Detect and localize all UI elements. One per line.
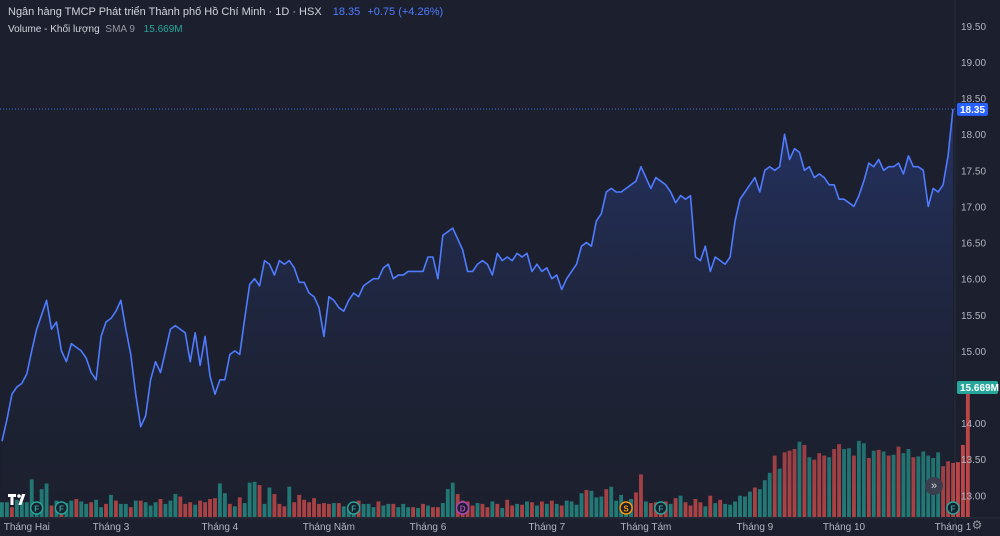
event-marker (619, 501, 633, 515)
volume-legend-indicator: SMA 9 (105, 24, 135, 35)
price-badge-label: 18.35 (960, 105, 985, 116)
y-tick-label: 17.00 (961, 202, 986, 213)
event-marker (347, 501, 361, 515)
volume-bar (956, 462, 960, 517)
event-marker (654, 501, 668, 515)
event-marker (455, 501, 470, 515)
volume-legend-value: 15.669M (143, 24, 183, 35)
y-tick-label: 18.00 (961, 130, 986, 141)
event-marker-label: S (623, 505, 629, 514)
y-tick-label: 17.50 (961, 166, 986, 177)
y-tick-label: 19.00 (961, 58, 986, 69)
price-change: +0.75 (+4.26%) (367, 6, 444, 18)
event-marker-label: F (658, 505, 663, 514)
symbol-title: Ngân hàng TMCP Phát triển Thành phố Hồ C… (8, 6, 322, 18)
event-marker-label: F (951, 505, 956, 514)
x-tick-label: Tháng Hai (4, 522, 50, 533)
x-tick-label: Tháng 7 (528, 522, 565, 533)
event-marker (946, 501, 960, 515)
tradingview-logo-icon[interactable] (7, 492, 29, 508)
volume-bar (965, 386, 970, 517)
volume-badge (957, 381, 998, 394)
y-tick-label: 13.00 (961, 491, 986, 502)
price-area (2, 108, 953, 517)
y-tick-label: 15.00 (961, 347, 986, 358)
last-price: 18.35 (332, 6, 361, 18)
price-badge (957, 102, 988, 116)
event-marker-label: F (34, 505, 39, 514)
volume-badge-label: 15.669M (960, 383, 999, 394)
y-tick-label: 13.50 (961, 455, 986, 466)
volume-legend-label: Volume - Khối lượng (8, 24, 100, 35)
event-marker-label: F (351, 505, 356, 514)
gear-icon[interactable]: ⚙ (971, 518, 983, 532)
y-tick-label: 16.00 (961, 275, 986, 286)
event-marker (30, 501, 44, 515)
x-tick-label: Tháng 6 (410, 522, 447, 533)
y-tick-label: 15.50 (961, 311, 986, 322)
x-tick-label: Tháng Tám (620, 522, 671, 533)
symbol-legend: Ngân hàng TMCP Phát triển Thành phố Hồ C… (8, 6, 443, 18)
y-tick-label: 14.00 (961, 419, 986, 430)
x-tick-label: Tháng 4 (202, 522, 239, 533)
event-marker (54, 501, 69, 515)
y-tick-label: 16.50 (961, 239, 986, 250)
double-chevron-right-icon[interactable]: » (925, 477, 943, 495)
x-tick-label: Tháng 1 (935, 522, 972, 533)
x-tick-label: Tháng 3 (93, 522, 130, 533)
x-tick-label: Tháng Năm (303, 522, 355, 533)
x-tick-label: Tháng 10 (823, 522, 866, 533)
y-tick-label: 19.50 (961, 22, 986, 33)
price-line (1, 108, 954, 442)
event-marker-label: F (59, 505, 64, 514)
x-tick-label: Tháng 9 (737, 522, 774, 533)
volume-legend: Volume - Khối lượng SMA 9 15.669M (8, 24, 183, 35)
y-tick-label: 18.50 (961, 94, 986, 105)
event-marker-label: D (460, 505, 466, 514)
volume-bar (960, 444, 965, 517)
